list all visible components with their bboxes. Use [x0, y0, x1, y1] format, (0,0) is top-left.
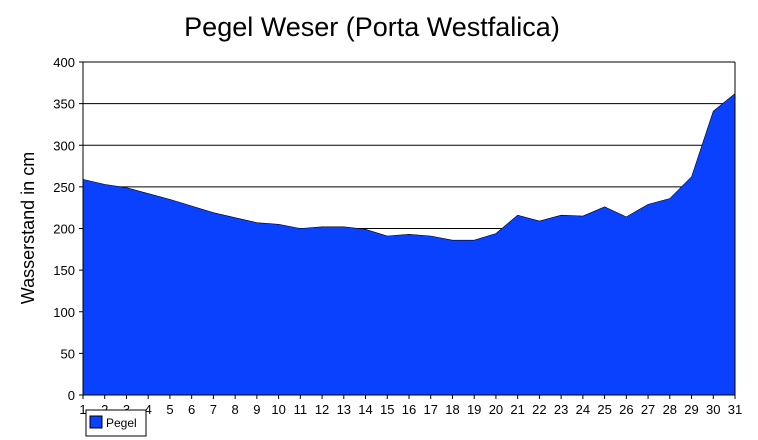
- y-tick-label-400: 400: [53, 55, 75, 70]
- x-tick-label-9: 9: [253, 402, 260, 417]
- y-tick-label-350: 350: [53, 97, 75, 112]
- x-tick-label-7: 7: [210, 402, 217, 417]
- x-tick-label-5: 5: [166, 402, 173, 417]
- x-tick-label-16: 16: [402, 402, 416, 417]
- x-tick-label-27: 27: [641, 402, 655, 417]
- y-tick-label-250: 250: [53, 180, 75, 195]
- y-ticks: 0 50 100 150 200 250 300 350 400: [53, 55, 83, 403]
- area-series: [82, 93, 736, 396]
- x-tick-label-29: 29: [684, 402, 698, 417]
- y-tick-label-200: 200: [53, 222, 75, 237]
- x-tick-label-21: 21: [510, 402, 524, 417]
- x-tick-label-13: 13: [337, 402, 351, 417]
- legend-label: Pegel: [106, 416, 137, 430]
- x-tick-label-31: 31: [728, 402, 742, 417]
- area-pegel: [82, 93, 736, 396]
- x-tick-label-18: 18: [445, 402, 459, 417]
- x-tick-label-28: 28: [663, 402, 677, 417]
- x-tick-label-25: 25: [597, 402, 611, 417]
- x-tick-label-23: 23: [554, 402, 568, 417]
- y-tick-label-50: 50: [61, 346, 75, 361]
- y-tick-label-100: 100: [53, 305, 75, 320]
- x-tick-label-15: 15: [380, 402, 394, 417]
- x-tick-label-14: 14: [358, 402, 372, 417]
- y-tick-label-0: 0: [68, 388, 75, 403]
- x-tick-label-17: 17: [423, 402, 437, 417]
- y-tick-label-150: 150: [53, 263, 75, 278]
- y-tick-label-300: 300: [53, 138, 75, 153]
- x-ticks: 1234567891011121314151617181920212223242…: [79, 395, 742, 417]
- x-tick-label-30: 30: [706, 402, 720, 417]
- y-axis-label: Wasserstand in cm: [18, 152, 38, 304]
- x-tick-label-19: 19: [467, 402, 481, 417]
- x-tick-label-26: 26: [619, 402, 633, 417]
- x-tick-label-20: 20: [489, 402, 503, 417]
- x-tick-label-1: 1: [79, 402, 86, 417]
- legend: Pegel: [85, 409, 147, 437]
- x-tick-label-8: 8: [232, 402, 239, 417]
- x-tick-label-6: 6: [188, 402, 195, 417]
- x-tick-label-22: 22: [532, 402, 546, 417]
- x-tick-label-4: 4: [145, 402, 152, 417]
- x-tick-label-10: 10: [271, 402, 285, 417]
- x-tick-label-12: 12: [315, 402, 329, 417]
- x-tick-label-24: 24: [576, 402, 590, 417]
- chart-title: Pegel Weser (Porta Westfalica): [184, 12, 560, 42]
- x-tick-label-11: 11: [294, 402, 308, 417]
- legend-swatch: [89, 415, 103, 429]
